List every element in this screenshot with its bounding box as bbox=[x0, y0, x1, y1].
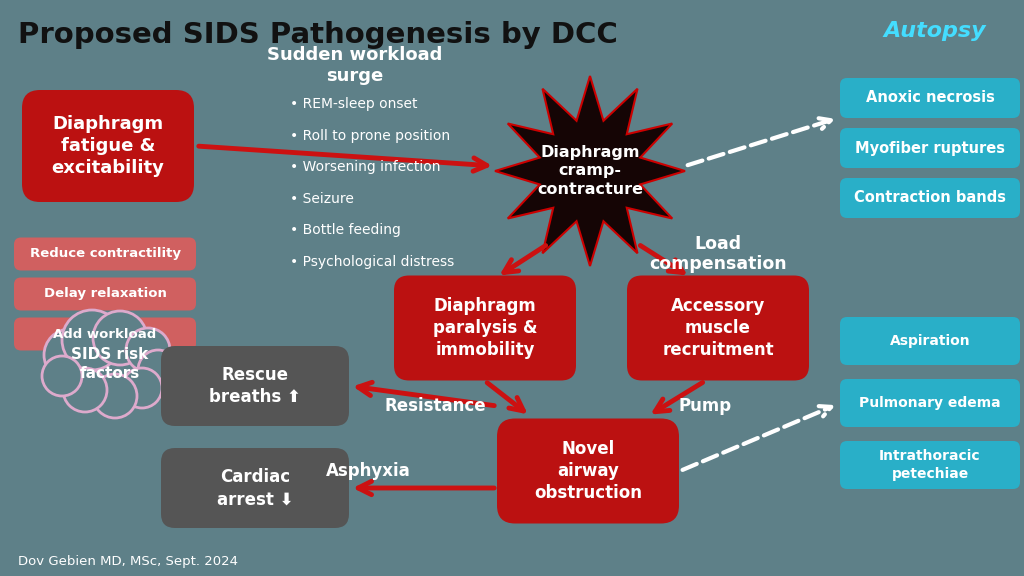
Text: Load
compensation: Load compensation bbox=[649, 234, 786, 274]
Circle shape bbox=[62, 310, 122, 370]
FancyBboxPatch shape bbox=[14, 237, 196, 271]
FancyBboxPatch shape bbox=[497, 419, 679, 524]
Text: Diaphragm
paralysis &
immobility: Diaphragm paralysis & immobility bbox=[433, 297, 538, 359]
Text: Diaphragm
cramp-
contracture: Diaphragm cramp- contracture bbox=[537, 145, 643, 197]
Circle shape bbox=[126, 328, 170, 372]
FancyBboxPatch shape bbox=[840, 379, 1020, 427]
FancyBboxPatch shape bbox=[840, 441, 1020, 489]
Circle shape bbox=[93, 311, 147, 365]
Text: • Worsening infection: • Worsening infection bbox=[290, 160, 440, 174]
Circle shape bbox=[63, 368, 106, 412]
Circle shape bbox=[44, 329, 96, 381]
Text: Resistance: Resistance bbox=[384, 397, 485, 415]
Circle shape bbox=[138, 350, 178, 390]
Circle shape bbox=[93, 374, 137, 418]
Circle shape bbox=[138, 350, 178, 390]
Circle shape bbox=[42, 356, 82, 396]
Text: • Roll to prone position: • Roll to prone position bbox=[290, 128, 451, 142]
Circle shape bbox=[42, 356, 82, 396]
Text: Add workload: Add workload bbox=[53, 328, 157, 340]
Text: Intrathoracic
petechiae: Intrathoracic petechiae bbox=[880, 449, 981, 480]
Circle shape bbox=[122, 368, 162, 408]
FancyBboxPatch shape bbox=[161, 448, 349, 528]
FancyBboxPatch shape bbox=[161, 346, 349, 426]
Circle shape bbox=[126, 328, 170, 372]
Text: • Bottle feeding: • Bottle feeding bbox=[290, 223, 400, 237]
Text: Pump: Pump bbox=[679, 397, 731, 415]
FancyBboxPatch shape bbox=[840, 78, 1020, 118]
Circle shape bbox=[93, 311, 147, 365]
Text: Reduce contractility: Reduce contractility bbox=[30, 248, 180, 260]
Text: Asphyxia: Asphyxia bbox=[326, 462, 411, 480]
Polygon shape bbox=[495, 76, 685, 266]
Text: Cardiac
arrest ⬇: Cardiac arrest ⬇ bbox=[217, 468, 293, 508]
Text: Pulmonary edema: Pulmonary edema bbox=[859, 396, 1000, 410]
Text: Contraction bands: Contraction bands bbox=[854, 191, 1006, 206]
Text: Proposed SIDS Pathogenesis by DCC: Proposed SIDS Pathogenesis by DCC bbox=[18, 21, 617, 49]
Text: Novel
airway
obstruction: Novel airway obstruction bbox=[534, 440, 642, 502]
Circle shape bbox=[62, 310, 122, 370]
Circle shape bbox=[93, 374, 137, 418]
Circle shape bbox=[63, 368, 106, 412]
Circle shape bbox=[44, 329, 96, 381]
FancyBboxPatch shape bbox=[22, 90, 194, 202]
Text: • REM-sleep onset: • REM-sleep onset bbox=[290, 97, 418, 111]
FancyBboxPatch shape bbox=[394, 275, 575, 381]
Text: Sudden workload
surge: Sudden workload surge bbox=[267, 46, 442, 85]
Text: Anoxic necrosis: Anoxic necrosis bbox=[865, 90, 994, 105]
Circle shape bbox=[122, 368, 162, 408]
Text: Dov Gebien MD, MSc, Sept. 2024: Dov Gebien MD, MSc, Sept. 2024 bbox=[18, 555, 238, 568]
Text: Aspiration: Aspiration bbox=[890, 334, 971, 348]
FancyBboxPatch shape bbox=[840, 128, 1020, 168]
FancyBboxPatch shape bbox=[627, 275, 809, 381]
Text: • Psychological distress: • Psychological distress bbox=[290, 255, 455, 268]
Text: • Seizure: • Seizure bbox=[290, 191, 354, 206]
Text: Accessory
muscle
recruitment: Accessory muscle recruitment bbox=[663, 297, 774, 359]
Circle shape bbox=[93, 374, 137, 418]
FancyBboxPatch shape bbox=[840, 317, 1020, 365]
FancyBboxPatch shape bbox=[14, 278, 196, 310]
FancyBboxPatch shape bbox=[14, 317, 196, 351]
Circle shape bbox=[126, 328, 170, 372]
Circle shape bbox=[122, 368, 162, 408]
Text: Myofiber ruptures: Myofiber ruptures bbox=[855, 141, 1005, 156]
Circle shape bbox=[93, 311, 147, 365]
Text: Rescue
breaths ⬆: Rescue breaths ⬆ bbox=[209, 366, 301, 406]
Circle shape bbox=[44, 329, 96, 381]
Circle shape bbox=[63, 368, 106, 412]
Circle shape bbox=[62, 310, 122, 370]
Text: SIDS risk
factors: SIDS risk factors bbox=[72, 347, 148, 381]
FancyBboxPatch shape bbox=[840, 178, 1020, 218]
Text: Autopsy: Autopsy bbox=[884, 21, 986, 41]
Circle shape bbox=[138, 350, 178, 390]
Text: Delay relaxation: Delay relaxation bbox=[44, 287, 167, 301]
Circle shape bbox=[42, 356, 82, 396]
Text: Diaphragm
fatigue &
excitability: Diaphragm fatigue & excitability bbox=[51, 115, 165, 177]
